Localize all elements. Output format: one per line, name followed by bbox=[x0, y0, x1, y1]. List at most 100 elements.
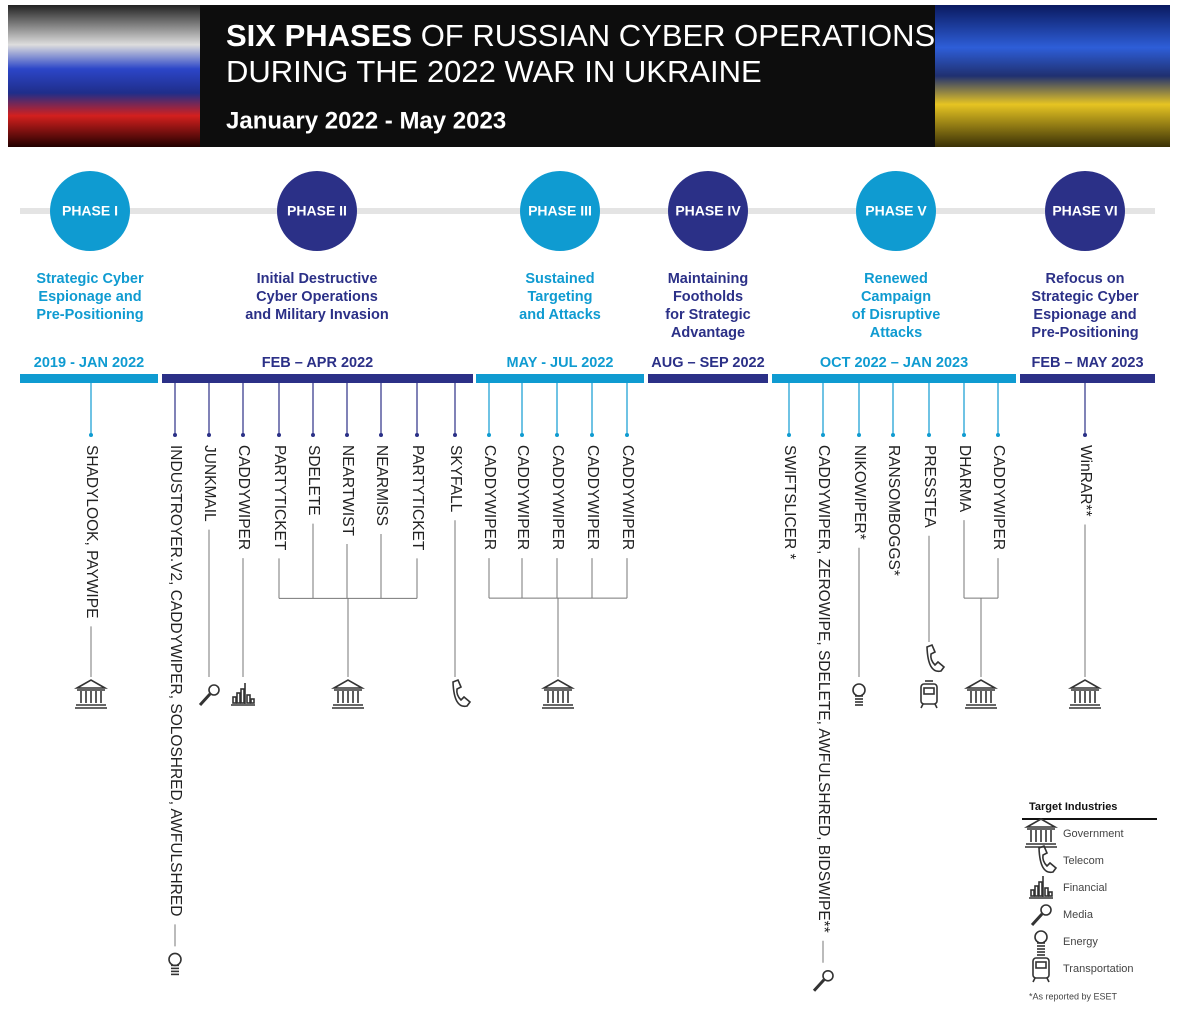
period-bar bbox=[162, 374, 473, 383]
icon-media bbox=[812, 969, 834, 992]
malware-name: PARTYTICKET bbox=[409, 445, 426, 551]
icon-part bbox=[920, 683, 938, 705]
icon-media bbox=[198, 684, 220, 707]
phase-description: Pre-Positioning bbox=[1031, 325, 1138, 341]
malware-name: CADDYWIPER, ZEROWIPE, SDELETE, AWFULSHRE… bbox=[815, 445, 832, 933]
icon-part bbox=[1030, 912, 1044, 927]
malware-name: SKYFALL bbox=[447, 445, 464, 513]
malware-dot bbox=[996, 433, 1000, 437]
phase-description: Cyber Operations bbox=[256, 289, 378, 305]
phase-label: PHASE III bbox=[528, 203, 592, 219]
phase-period: AUG – SEP 2022 bbox=[651, 355, 764, 371]
malware-name: CADDYWIPER bbox=[990, 445, 1007, 550]
malware-name: CADDYWIPER bbox=[481, 445, 498, 550]
phase-description: Sustained bbox=[525, 271, 594, 287]
title-line-1: SIX PHASES OF RUSSIAN CYBER OPERATIONS bbox=[226, 18, 935, 53]
period-bar bbox=[772, 374, 1016, 383]
icon-tel bbox=[452, 678, 472, 708]
icon-energy bbox=[1034, 930, 1048, 953]
phase-description: Initial Destructive bbox=[257, 271, 378, 287]
phase-period: MAY - JUL 2022 bbox=[507, 355, 614, 371]
malware-name: INDUSTROYER.V2, CADDYWIPER, SOLOSHRED, A… bbox=[167, 445, 184, 916]
malware-dot bbox=[173, 433, 177, 437]
icon-part bbox=[168, 952, 182, 967]
malware-dot bbox=[311, 433, 315, 437]
icon-gov bbox=[1023, 818, 1059, 848]
malware-dot bbox=[1083, 433, 1087, 437]
ukraine-flag-image bbox=[935, 5, 1170, 147]
icon-part bbox=[1023, 818, 1059, 828]
icon-media bbox=[1030, 904, 1052, 927]
malware-dot bbox=[453, 433, 457, 437]
icon-part bbox=[1030, 889, 1035, 897]
title-rest: OF RUSSIAN CYBER OPERATIONS bbox=[421, 18, 935, 53]
icon-part bbox=[1038, 881, 1043, 897]
icon-part bbox=[250, 698, 255, 704]
malware-dot bbox=[89, 433, 93, 437]
malware-name: JUNKMAIL bbox=[201, 445, 218, 522]
malware-dot bbox=[379, 433, 383, 437]
malware-dot bbox=[891, 433, 895, 437]
phase-description: Espionage and bbox=[1033, 307, 1136, 323]
icon-energy bbox=[168, 952, 182, 976]
icon-part bbox=[822, 969, 834, 982]
icon-part bbox=[963, 679, 999, 689]
icon-gov bbox=[330, 679, 366, 709]
phase-circle bbox=[856, 171, 936, 251]
malware-name: NEARTWIST bbox=[339, 445, 356, 537]
icon-part bbox=[246, 694, 251, 704]
malware-name: PRESSTEA bbox=[921, 445, 938, 528]
icon-part bbox=[1044, 887, 1049, 897]
legend-item: Transportation bbox=[1063, 963, 1134, 975]
icon-part bbox=[1040, 904, 1052, 916]
phase-circle bbox=[50, 171, 130, 251]
period-bar bbox=[476, 374, 644, 383]
icon-part bbox=[926, 643, 946, 673]
icon-energy bbox=[852, 683, 866, 706]
phase-description: Espionage and bbox=[38, 289, 141, 305]
phase-description: Pre-Positioning bbox=[36, 307, 143, 323]
malware-name: WinRAR** bbox=[1077, 445, 1094, 516]
period-bar bbox=[648, 374, 768, 383]
malware-dot bbox=[625, 433, 629, 437]
icon-gov bbox=[73, 679, 109, 709]
icon-part bbox=[1048, 891, 1053, 897]
malware-dot bbox=[345, 433, 349, 437]
icon-part bbox=[1032, 957, 1050, 979]
content: PHASE I Strategic Cyber Espionage and Pre-P… bbox=[20, 171, 1157, 1001]
icon-tel bbox=[1038, 844, 1058, 874]
icon-part bbox=[452, 678, 472, 708]
phase-description: Footholds bbox=[673, 289, 743, 305]
phase-description: and Military Invasion bbox=[245, 307, 388, 323]
icon-part bbox=[923, 687, 935, 695]
phase-circle bbox=[520, 171, 600, 251]
header-band bbox=[200, 5, 935, 147]
icon-part bbox=[1046, 977, 1050, 983]
icon-fin bbox=[231, 683, 255, 706]
legend-title: Target Industries bbox=[1029, 801, 1117, 813]
malware-name: DHARMA bbox=[956, 445, 973, 513]
phase-description: Attacks bbox=[870, 325, 922, 341]
malware-dot bbox=[821, 433, 825, 437]
malware-name: CADDYWIPER bbox=[584, 445, 601, 550]
malware-dot bbox=[555, 433, 559, 437]
icon-part bbox=[934, 703, 938, 709]
malware-dot bbox=[590, 433, 594, 437]
phase-description: Advantage bbox=[671, 325, 745, 341]
phase-description: Strategic Cyber bbox=[36, 271, 144, 287]
icon-part bbox=[812, 978, 826, 992]
malware-name: SDELETE bbox=[305, 445, 322, 516]
malware-name: SHADYLOOK, PAYWIPE bbox=[83, 445, 100, 618]
phase-label: PHASE VI bbox=[1052, 203, 1117, 219]
phase-description: for Strategic bbox=[665, 307, 750, 323]
icon-part bbox=[1038, 844, 1058, 874]
subtitle: January 2022 - May 2023 bbox=[226, 107, 506, 134]
icon-part bbox=[236, 692, 241, 704]
legend-item: Financial bbox=[1063, 882, 1107, 894]
phase-description: Targeting bbox=[528, 289, 593, 305]
malware-dot bbox=[520, 433, 524, 437]
legend-item: Government bbox=[1063, 828, 1124, 840]
russia-flag-image bbox=[8, 5, 200, 147]
